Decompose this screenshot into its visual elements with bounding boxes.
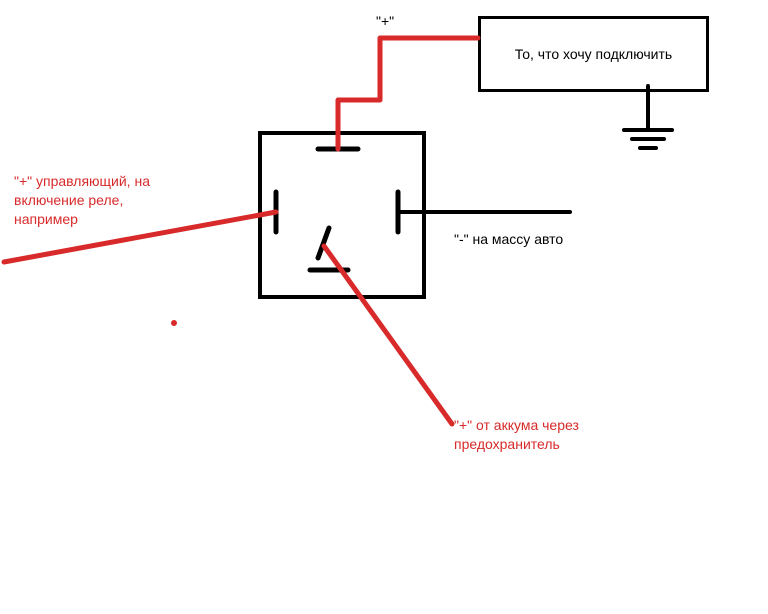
relay-box — [258, 131, 426, 299]
device-label: То, что хочу подключить — [515, 46, 672, 62]
label-plus: "+" — [376, 12, 394, 31]
device-box: То, что хочу подключить — [478, 16, 709, 92]
label-right-ground: "-" на массу авто — [454, 230, 563, 249]
label-bottom-fuse: "+" от аккума через предохранитель — [454, 416, 579, 454]
stray-dot — [171, 320, 177, 326]
label-left-control: "+" управляющий, на включение реле, напр… — [14, 172, 150, 229]
wiring-svg — [0, 0, 768, 614]
